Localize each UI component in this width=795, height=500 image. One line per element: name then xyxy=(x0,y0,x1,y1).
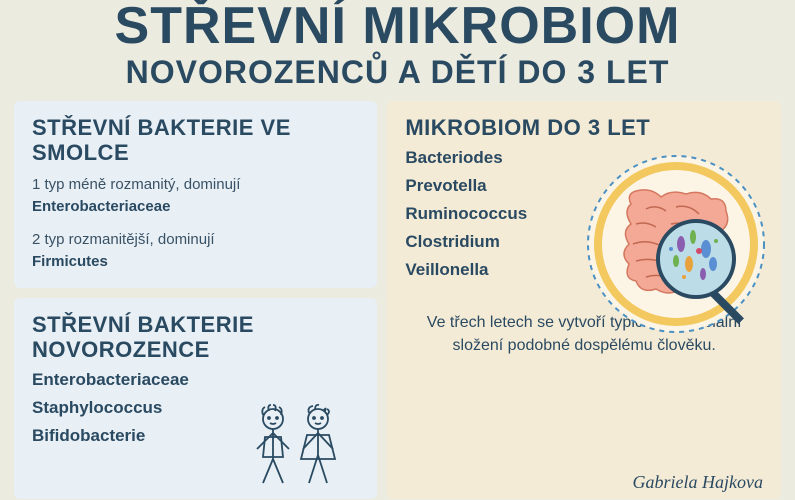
box1-text2-pre: 2 typ rozmanitější, dominují xyxy=(32,231,215,248)
box1-text1: 1 typ méně rozmanitý, dominují Enterobac… xyxy=(32,174,359,219)
box2-title: STŘEVNÍ BAKTERIE NOVOROZENCE xyxy=(32,312,359,363)
box2-item: Enterobacteriaceae xyxy=(32,370,359,390)
box1-title: STŘEVNÍ BAKTERIE VE SMOLCE xyxy=(32,115,359,166)
gut-icon xyxy=(581,149,771,339)
box1-text1-pre: 1 typ méně rozmanitý, dominují xyxy=(32,176,240,193)
box1-text1-bold: Enterobacteriaceae xyxy=(32,198,170,215)
kids-icon xyxy=(243,401,353,491)
title-main: STŘEVNÍ MIKROBIOM xyxy=(14,0,781,52)
box-smolec: STŘEVNÍ BAKTERIE VE SMOLCE 1 typ méně ro… xyxy=(14,101,377,288)
box1-text2-bold: Firmicutes xyxy=(32,253,108,270)
box1-text2: 2 typ rozmanitější, dominují Firmicutes xyxy=(32,229,359,274)
signature: Gabriela Hajkova xyxy=(633,472,763,493)
box-novorozence: STŘEVNÍ BAKTERIE NOVOROZENCE Enterobacte… xyxy=(14,298,377,499)
title-sub: NOVOROZENCŮ A DĚTÍ DO 3 LET xyxy=(14,54,781,91)
box-mikrobiom: MIKROBIOM DO 3 LET Bacteriodes Prevotell… xyxy=(387,101,781,499)
box3-title: MIKROBIOM DO 3 LET xyxy=(405,115,763,140)
